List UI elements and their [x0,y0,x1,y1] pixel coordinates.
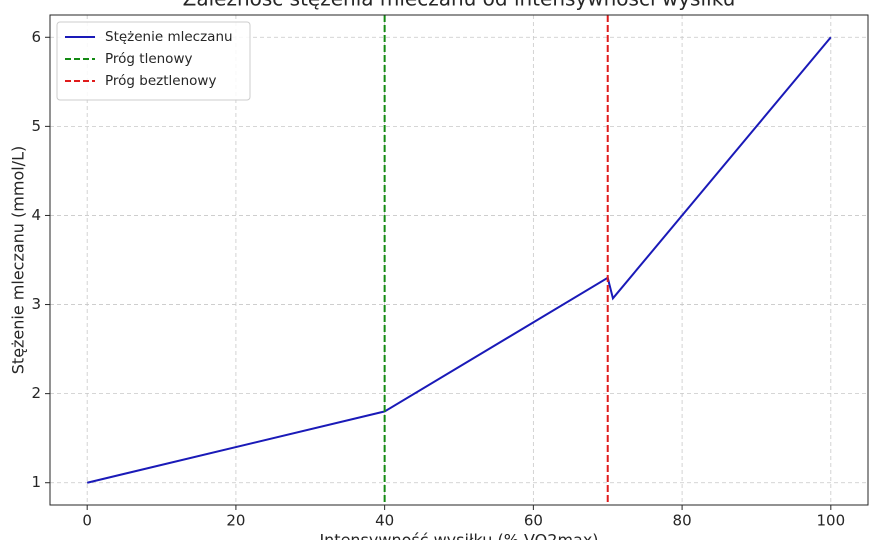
y-tick-label: 4 [31,206,41,224]
x-tick-label: 40 [375,512,394,530]
chart-title: Zależność stężenia mleczanu od intensywn… [183,0,736,11]
x-tick-label: 20 [226,512,245,530]
x-axis-label: Intensywność wysiłku (% VO2max) [319,531,598,540]
y-tick-label: 5 [31,117,41,135]
data-line [86,36,832,484]
y-tick-label: 6 [31,28,41,46]
legend-box [56,21,251,101]
legend-label: Próg tlenowy [105,51,192,67]
y-tick-label: 2 [31,384,41,402]
y-tick-label: 3 [31,295,41,313]
x-tick-label: 100 [816,512,845,530]
x-tick-label: 80 [673,512,692,530]
y-tick-label: 1 [31,473,41,491]
y-axis-label: Stężenie mleczanu (mmol/L) [9,146,28,374]
legend-label: Próg beztlenowy [105,73,216,89]
legend: Stężenie mleczanu Próg tlenowy Próg beztle… [56,21,251,101]
x-tick-label: 60 [524,512,543,530]
legend-label: Stężenie mleczanu [105,29,233,45]
x-tick-label: 0 [82,512,92,530]
plot-frame [49,14,869,506]
